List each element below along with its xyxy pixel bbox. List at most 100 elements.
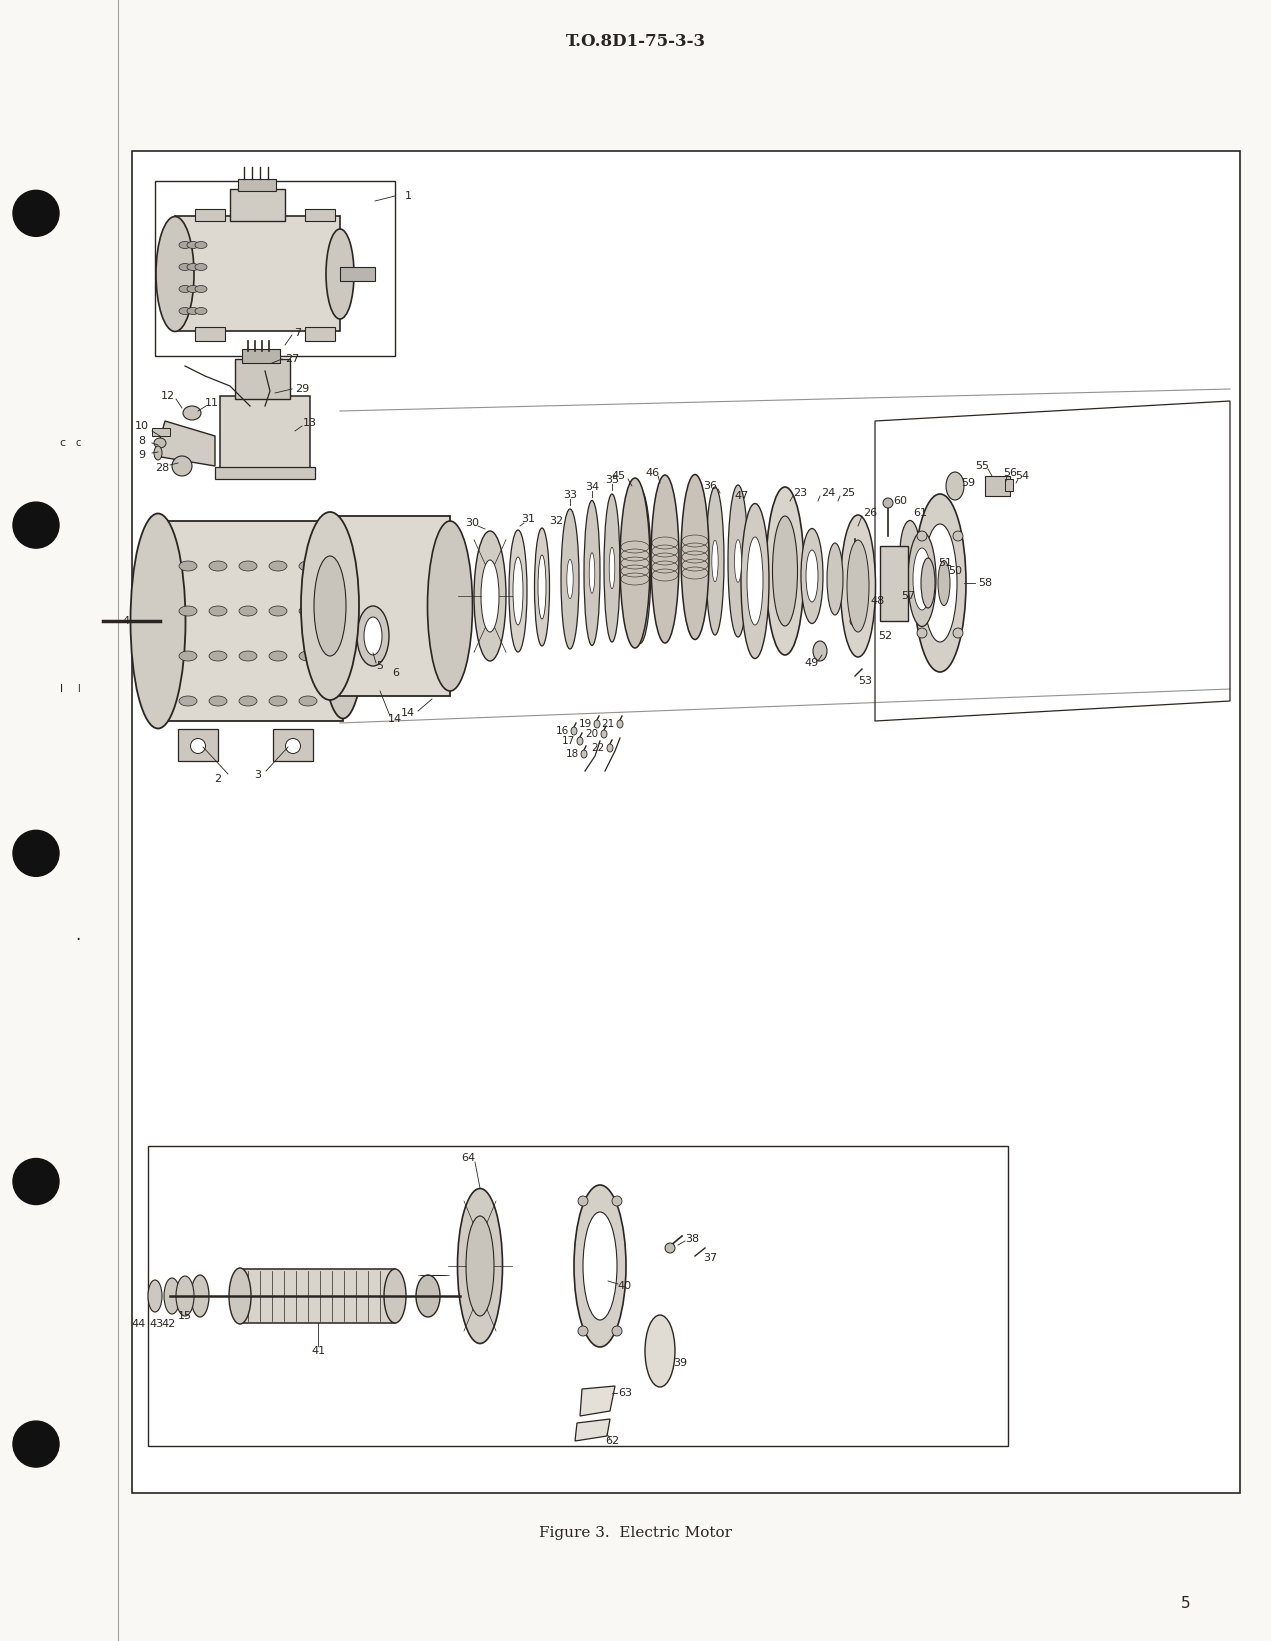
Text: 47: 47	[735, 491, 749, 501]
Ellipse shape	[571, 727, 577, 735]
Ellipse shape	[480, 560, 500, 632]
Text: 29: 29	[295, 384, 309, 394]
Ellipse shape	[183, 405, 201, 420]
Ellipse shape	[179, 651, 197, 661]
Text: 32: 32	[549, 515, 563, 527]
Ellipse shape	[665, 542, 671, 584]
Bar	[240, 1268, 395, 1323]
Ellipse shape	[513, 556, 522, 625]
Polygon shape	[155, 422, 215, 466]
Ellipse shape	[827, 543, 843, 615]
Text: 16: 16	[555, 725, 568, 737]
Text: 11: 11	[205, 399, 219, 409]
Text: 26: 26	[863, 509, 877, 519]
Ellipse shape	[208, 696, 228, 706]
Bar	[194, 327, 225, 341]
Text: 4: 4	[122, 615, 130, 625]
Ellipse shape	[175, 1277, 194, 1316]
Ellipse shape	[629, 489, 651, 643]
Ellipse shape	[508, 530, 527, 651]
Ellipse shape	[269, 651, 287, 661]
Text: 50: 50	[948, 566, 962, 576]
Ellipse shape	[164, 1278, 180, 1314]
Bar	[305, 327, 336, 341]
Ellipse shape	[766, 487, 805, 655]
Text: 49: 49	[805, 658, 819, 668]
Bar	[220, 395, 310, 471]
Ellipse shape	[900, 520, 920, 586]
Text: 5: 5	[1181, 1595, 1191, 1610]
Ellipse shape	[561, 509, 580, 648]
Ellipse shape	[286, 738, 300, 753]
Ellipse shape	[946, 473, 963, 501]
Text: Figure 3.  Electric Motor: Figure 3. Electric Motor	[539, 1526, 732, 1539]
Ellipse shape	[840, 515, 876, 656]
Ellipse shape	[179, 264, 191, 271]
Circle shape	[13, 502, 58, 548]
Ellipse shape	[883, 497, 894, 509]
Ellipse shape	[728, 486, 749, 637]
Ellipse shape	[712, 540, 718, 581]
Ellipse shape	[191, 1275, 208, 1318]
Ellipse shape	[578, 1196, 588, 1206]
Ellipse shape	[567, 560, 573, 599]
Ellipse shape	[689, 540, 695, 581]
Ellipse shape	[850, 615, 860, 625]
Text: 54: 54	[1016, 471, 1030, 481]
Text: 22: 22	[591, 743, 605, 753]
Circle shape	[13, 830, 58, 876]
Ellipse shape	[172, 456, 192, 476]
Text: 43: 43	[149, 1319, 163, 1329]
Text: 48: 48	[871, 596, 885, 606]
Ellipse shape	[187, 307, 200, 315]
Text: 10: 10	[135, 422, 149, 432]
Ellipse shape	[239, 651, 257, 661]
Ellipse shape	[194, 307, 207, 315]
Ellipse shape	[194, 286, 207, 292]
Text: 30: 30	[465, 519, 479, 528]
Text: 62: 62	[605, 1436, 619, 1446]
Text: 24: 24	[821, 487, 835, 497]
Ellipse shape	[609, 548, 615, 589]
Ellipse shape	[613, 1326, 622, 1336]
Ellipse shape	[299, 561, 316, 571]
Text: 34: 34	[585, 482, 599, 492]
Text: 23: 23	[793, 487, 807, 497]
Ellipse shape	[583, 1213, 616, 1319]
Text: 19: 19	[578, 719, 591, 729]
Ellipse shape	[187, 264, 200, 271]
Text: 18: 18	[566, 748, 578, 760]
Ellipse shape	[179, 286, 191, 292]
Ellipse shape	[806, 550, 819, 602]
Ellipse shape	[187, 286, 200, 292]
Bar	[147, 1145, 1008, 1446]
Text: 1: 1	[404, 190, 412, 200]
Ellipse shape	[705, 487, 724, 635]
Ellipse shape	[538, 555, 547, 619]
Text: 17: 17	[562, 737, 574, 747]
Ellipse shape	[616, 720, 623, 729]
Text: 63: 63	[618, 1388, 632, 1398]
Text: 53: 53	[858, 676, 872, 686]
Ellipse shape	[384, 1268, 405, 1323]
Text: l: l	[61, 684, 64, 694]
Ellipse shape	[914, 494, 966, 673]
Text: 20: 20	[586, 729, 599, 738]
Bar	[194, 208, 225, 222]
Bar	[132, 151, 1240, 1493]
Ellipse shape	[604, 494, 620, 642]
Bar	[175, 217, 341, 331]
Ellipse shape	[916, 532, 927, 542]
Ellipse shape	[665, 1242, 675, 1254]
Ellipse shape	[683, 487, 702, 635]
Ellipse shape	[577, 737, 583, 745]
Ellipse shape	[916, 629, 927, 638]
Text: 56: 56	[1003, 468, 1017, 478]
Ellipse shape	[194, 264, 207, 271]
Bar	[215, 468, 315, 479]
Text: 61: 61	[913, 509, 927, 519]
Ellipse shape	[269, 696, 287, 706]
Text: 21: 21	[601, 719, 615, 729]
Ellipse shape	[299, 696, 316, 706]
Ellipse shape	[921, 558, 935, 609]
